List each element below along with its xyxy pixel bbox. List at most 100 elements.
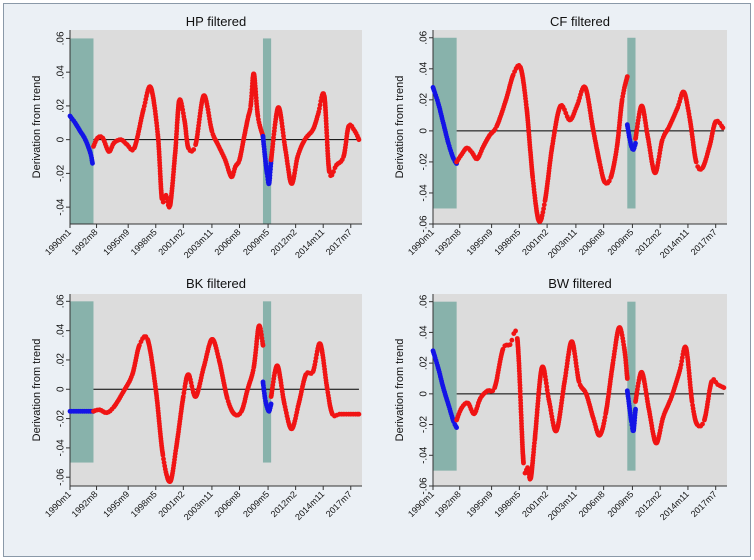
chart-2-series-1-point-277 (260, 342, 266, 348)
chart-1-plot-area (433, 30, 727, 224)
chart-0-xtick-label-9: 2014m11 (293, 227, 326, 260)
chart-3-xtick-label-10: 2017m7 (689, 489, 719, 519)
chart-3-series-3-point-123 (700, 421, 705, 427)
chart-0-ytick-label-5: .06 (56, 31, 67, 45)
chart-0-xtick-label-3: 1998m5 (129, 227, 159, 257)
chart-3-series-2-point-28 (633, 406, 638, 412)
chart-0-ytick-label-4: .04 (56, 65, 67, 79)
chart-2-series-1-point-41 (137, 342, 142, 348)
chart-3-series-3-red (633, 344, 727, 446)
chart-0-xtick-label-7: 2009m5 (241, 227, 271, 257)
chart-2-series-2-blue (260, 379, 274, 414)
chart-3-series-1-point-109 (521, 460, 526, 466)
chart-2-xtick-label-7: 2009m5 (241, 489, 271, 519)
chart-0-series-1-red (91, 71, 266, 210)
chart-3-series-1-red (454, 325, 630, 482)
chart-1-series-3-point-140 (720, 125, 726, 131)
chart-1-series-3-point-111 (693, 159, 699, 165)
chart-1-xtick-label-5: 2003m11 (546, 227, 579, 260)
chart-1-series-1-point-134 (541, 206, 546, 212)
chart-2-xtick-label-10: 2017m7 (324, 489, 354, 519)
chart-1-series-3-red (633, 89, 726, 176)
chart-2-xtick-label-6: 2006m8 (213, 489, 243, 519)
chart-1-series-0-blue (430, 85, 459, 166)
chart-1-shaded-period-1 (627, 37, 636, 209)
chart-2-xtick-label-0: 1990m1 (43, 489, 73, 519)
chart-1-xtick-label-10: 2017m7 (689, 227, 719, 257)
chart-3-xtick-label-1: 1992m8 (433, 489, 463, 519)
chart-3-ytick-label-1: -.04 (419, 446, 430, 464)
chart-1-series-2-point-15 (633, 140, 638, 146)
chart-0-xtick-label-0: 1990m1 (43, 227, 73, 257)
chart-2-ytick-label-4: .02 (56, 353, 67, 367)
chart-2-shaded-period-1 (262, 301, 272, 463)
chart-2-ylabel: Derivation from trend (31, 339, 43, 442)
chart-2-ytick-label-6: .06 (56, 294, 67, 308)
chart-0-title: HP filtered (186, 14, 246, 29)
chart-3-xtick-label-2: 1995m9 (465, 489, 495, 519)
chart-3-xtick-label-5: 2003m11 (546, 489, 579, 522)
chart-2-plot-area (70, 294, 362, 486)
chart-2-xtick-label-1: 1992m8 (70, 489, 100, 519)
chart-3-xtick-label-9: 2014m11 (658, 489, 691, 522)
chart-3-series-1-point-342 (624, 376, 630, 381)
chart-2-xtick-label-3: 1998m5 (129, 489, 159, 519)
chart-2-series-1-point-97 (161, 456, 166, 462)
chart-0-ytick-label-3: .02 (56, 99, 67, 113)
chart-1-series-1-point-245 (606, 178, 612, 184)
chart-2-ytick-label-2: -.02 (56, 410, 67, 428)
chart-0-xtick-label-5: 2003m11 (182, 227, 215, 260)
chart-1-series-1-point-135 (541, 202, 547, 208)
chart-3-series-3-point-110 (689, 399, 695, 404)
chart-1-xtick-label-1: 1992m8 (433, 227, 463, 257)
chart-2-xtick-label-2: 1995m9 (101, 489, 131, 519)
chart-0-series-1-point-106 (160, 199, 166, 205)
chart-3-xtick-label-3: 1998m5 (492, 489, 522, 519)
chart-3-series-3-point-79 (678, 362, 684, 368)
chart-2-series-2-point-18 (268, 401, 274, 407)
chart-2-title: BK filtered (186, 276, 246, 291)
chart-3-shaded-period-1 (627, 301, 636, 471)
chart-0-series-3-point-129 (326, 169, 332, 175)
chart-0-series-3-point-160 (356, 137, 362, 143)
chart-2-xtick-label-9: 2014m11 (293, 489, 326, 522)
chart-0-series-3-point-91 (317, 102, 323, 108)
chart-2-ytick-label-0: -.06 (56, 468, 67, 486)
chart-3-series-2-blue (624, 388, 638, 434)
chart-1-title: CF filtered (550, 14, 610, 29)
chart-2-series-1-point-145 (180, 394, 186, 399)
chart-0-series-2-blue (260, 133, 274, 187)
chart-3-xtick-label-7: 2009m5 (605, 489, 635, 519)
chart-0-ylabel: Derivation from trend (31, 76, 43, 179)
chart-1-series-1-red (454, 63, 630, 225)
chart-2-series-1-point-96 (160, 452, 166, 458)
chart-3-ytick-label-2: -.02 (419, 416, 430, 434)
chart-3-series-1-point-56 (513, 328, 518, 334)
chart-0-xtick-label-10: 2017m7 (324, 227, 354, 257)
chart-0-ytick-label-0: -.04 (56, 198, 67, 216)
chart-1-ytick-label-0: -.06 (419, 215, 430, 233)
chart-3-title: BW filtered (548, 276, 612, 291)
chart-1-xtick-label-9: 2014m11 (658, 227, 691, 260)
chart-2-ytick-label-3: 0 (56, 386, 67, 392)
chart-1-ytick-label-4: .02 (419, 92, 430, 106)
chart-1-ytick-label-1: -.04 (419, 184, 430, 202)
chart-2-xtick-label-5: 2003m11 (182, 489, 215, 522)
chart-0-xtick-label-6: 2006m8 (213, 227, 243, 257)
chart-3-series-1-point-53 (507, 342, 513, 348)
chart-3-series-1-point-174 (543, 380, 549, 386)
chart-0-series-3-point-90 (317, 106, 322, 111)
chart-1-ytick-label-3: 0 (419, 128, 430, 134)
chart-0-xtick-label-1: 1992m8 (70, 227, 100, 257)
chart-3-series-0-point-36 (454, 425, 459, 430)
chart-1-xtick-label-3: 1998m5 (492, 227, 522, 257)
chart-1-ytick-label-6: .06 (419, 30, 430, 44)
chart-0-ytick-label-2: 0 (56, 136, 67, 142)
chart-1-series-2-blue (624, 122, 638, 152)
chart-2-ytick-label-1: -.04 (56, 439, 67, 457)
